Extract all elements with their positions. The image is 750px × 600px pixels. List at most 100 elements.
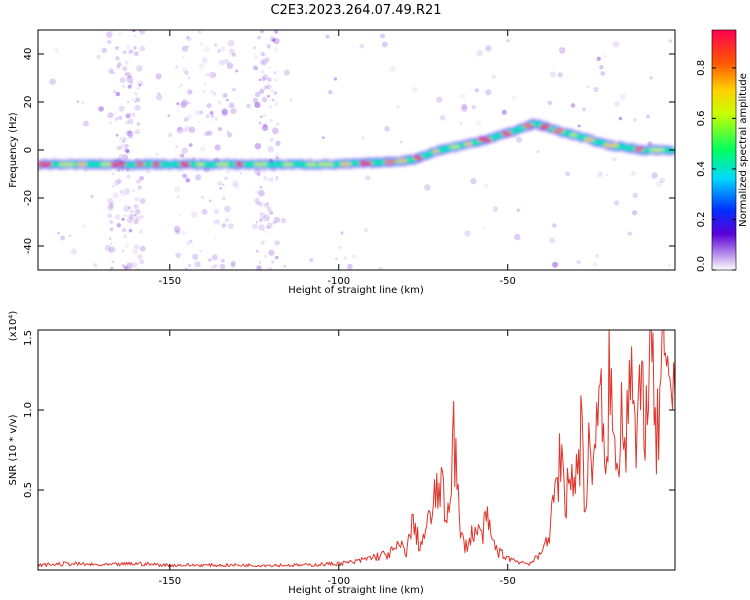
- spectrogram-noise-cell: [180, 83, 183, 87]
- spectrogram-noise-cell: [214, 43, 218, 47]
- spectrogram-noise-cell: [230, 260, 236, 266]
- colorbar-tick-label: 0.6: [696, 110, 707, 126]
- spectrogram-noise-cell: [613, 200, 620, 206]
- spectrogram-noise-cell: [256, 200, 261, 206]
- spectrogram-hot-cell: [38, 162, 52, 166]
- spectrogram-noise-cell: [321, 136, 325, 140]
- spectrogram-noise-cell: [227, 39, 235, 47]
- spectrogram-noise-cell: [549, 237, 555, 244]
- spectrogram-noise-cell: [614, 100, 620, 107]
- spectrogram-noise-cell: [258, 78, 261, 82]
- colorbar-label: Normalized spectral amplitude: [738, 73, 749, 227]
- spectrogram-noise-cell: [123, 205, 130, 212]
- spectrogram-noise-cell: [129, 229, 132, 232]
- spectrogram-noise-cell: [126, 149, 130, 153]
- spectrogram-noise-cell: [582, 107, 586, 112]
- spectrogram-noise-cell: [275, 176, 279, 180]
- spectrogram-noise-cell: [570, 103, 576, 108]
- spectrogram-noise-cell: [118, 154, 124, 159]
- spectrogram-noise-cell: [191, 211, 198, 218]
- spectrogram-noise-cell: [209, 111, 214, 115]
- spectrogram-noise-cell: [57, 232, 60, 235]
- spectrogram-noise-cell: [129, 130, 132, 133]
- spectrogram-noise-cell: [668, 264, 671, 267]
- spectrogram-noise-cell: [260, 69, 264, 74]
- spectrogram-noise-cell: [133, 244, 140, 250]
- spectrogram-noise-cell: [133, 34, 136, 37]
- spectrogram-hot-cell: [634, 147, 644, 151]
- spectrogram-noise-cell: [206, 103, 212, 109]
- spectrogram-noise-cell: [202, 90, 205, 93]
- spectrogram-noise-cell: [606, 173, 609, 177]
- spectrogram-noise-cell: [269, 36, 276, 42]
- spectrogram-hot-cell: [432, 150, 439, 153]
- spectrogram-y-tick-label: 20: [23, 96, 34, 109]
- spectrogram-noise-cell: [260, 87, 266, 93]
- spectrogram-noise-cell: [178, 85, 181, 88]
- spectrogram-noise-cell: [596, 171, 604, 178]
- spectrogram-noise-cell: [266, 44, 271, 49]
- spectrogram-noise-cell: [175, 252, 181, 259]
- spectrogram-noise-cell: [633, 118, 637, 122]
- spectrogram-noise-cell: [175, 65, 179, 69]
- spectrogram-noise-cell: [492, 206, 499, 212]
- spectrogram-noise-cell: [273, 37, 280, 45]
- spectrogram-noise-cell: [246, 103, 251, 109]
- spectrogram-noise-cell: [267, 77, 272, 83]
- spectrogram-noise-cell: [254, 55, 258, 59]
- spectrogram-noise-cell: [436, 96, 443, 103]
- spectrogram-noise-cell: [201, 208, 208, 215]
- spectrogram-noise-cell: [96, 54, 101, 59]
- spectrogram-noise-cell: [126, 76, 134, 83]
- spectrogram-noise-cell: [325, 34, 330, 39]
- spectrogram-noise-cell: [343, 256, 347, 260]
- spectrogram-x-tick-label: -100: [327, 276, 350, 287]
- spectrogram-noise-cell: [110, 30, 113, 33]
- spectrogram-noise-cell: [268, 249, 275, 256]
- spectrogram-noise-cell: [627, 231, 632, 236]
- spectrogram-noise-cell: [270, 137, 274, 142]
- spectrogram-noise-cell: [203, 46, 210, 52]
- spectrogram-noise-cell: [599, 65, 604, 70]
- spectrogram-hot-cell: [179, 162, 190, 166]
- spectrogram-noise-cell: [109, 220, 114, 224]
- spectrogram-noise-cell: [129, 81, 134, 86]
- spectrogram-noise-cell: [198, 63, 205, 70]
- spectrogram-noise-cell: [180, 101, 187, 108]
- spectrogram-noise-cell: [157, 92, 161, 96]
- spectrogram-noise-cell: [189, 239, 193, 243]
- spectrogram-noise-cell: [274, 30, 279, 34]
- spectrogram-noise-cell: [179, 152, 185, 158]
- spectrogram-noise-cell: [459, 93, 466, 99]
- figure-title: C2E3.2023.264.07.49.R21: [270, 3, 441, 18]
- spectrogram-noise-cell: [119, 77, 126, 83]
- spectrogram-noise-cell: [283, 69, 290, 76]
- spectrogram-noise-cell: [230, 262, 236, 268]
- spectrogram-noise-cell: [127, 118, 134, 125]
- spectrogram-noise-cell: [182, 173, 188, 179]
- spectrogram-noise-cell: [263, 123, 267, 128]
- spectrogram-noise-cell: [256, 196, 260, 201]
- spectrogram-noise-cell: [380, 33, 385, 39]
- spectrogram-noise-cell: [604, 54, 607, 58]
- spectrogram-noise-cell: [112, 72, 116, 75]
- spectrogram-noise-cell: [198, 121, 201, 124]
- snr-y-tick-label: 1.5: [23, 330, 34, 346]
- spectrogram-y-tick-label: 0: [23, 147, 34, 153]
- spectrogram-noise-cell: [213, 208, 220, 215]
- spectrogram-noise-cell: [132, 189, 135, 192]
- snr-x-label: Height of straight line (km): [288, 585, 424, 596]
- spectrogram-noise-cell: [309, 258, 314, 263]
- spectrogram-noise-cell: [93, 263, 98, 268]
- spectrogram-noise-cell: [226, 98, 229, 102]
- spectrogram-noise-cell: [135, 97, 141, 103]
- spectrogram-noise-cell: [205, 72, 210, 77]
- spectrogram-noise-cell: [267, 267, 273, 270]
- spectrogram-noise-cell: [82, 224, 87, 229]
- spectrogram-noise-cell: [263, 85, 268, 90]
- spectrogram-noise-cell: [109, 237, 112, 240]
- spectrogram-noise-cell: [229, 49, 235, 55]
- spectrogram-noise-cell: [209, 71, 216, 79]
- spectrogram-noise-cell: [258, 189, 265, 197]
- spectrogram-noise-cell: [113, 179, 120, 187]
